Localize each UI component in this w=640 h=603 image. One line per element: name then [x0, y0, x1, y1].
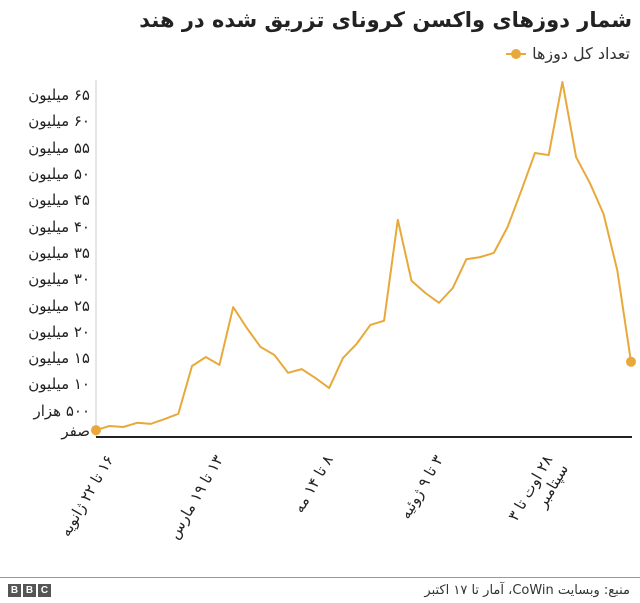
y-tick-label: صفر: [61, 422, 90, 440]
y-tick-label: ۱۵ میلیون: [28, 349, 90, 368]
y-tick-label: ۱۰ میلیون: [28, 375, 90, 394]
y-tick-label: ۳۵ میلیون: [28, 243, 90, 262]
x-tick-label: ۳ تا ۹ ژوئیه: [396, 452, 447, 522]
legend-marker-icon: [506, 49, 527, 59]
x-tick-label-line: ۱۳ تا ۱۹ مارس: [165, 452, 228, 542]
legend: تعداد کل دوزها: [506, 44, 630, 64]
y-tick-label: ۵۵ میلیون: [28, 138, 90, 157]
y-tick-label: ۵۰۰ هزار: [33, 401, 90, 420]
x-tick-label-line: ۱۶ تا ۲۲ ژانویه: [56, 452, 118, 540]
y-tick-label: ۶۵ میلیون: [28, 86, 90, 105]
axis-labels: صفر ۵۰۰ هزار ۱۰ میلیون ۱۵ میلیون ۲۰ میلیون ۲۵…: [28, 86, 573, 542]
y-tick-label: ۴۰ میلیون: [28, 217, 90, 236]
endpoint-marker: [626, 356, 636, 367]
legend-label: تعداد کل دوزها: [532, 44, 630, 63]
y-tick-label: ۳۰ میلیون: [28, 270, 90, 289]
footer-divider: [0, 577, 640, 578]
x-tick-label-line: ۳ تا ۹ ژوئیه: [396, 452, 447, 522]
y-tick-label: ۵۰ میلیون: [28, 165, 90, 183]
x-tick-label: ۲۸ اوت تا ۳ سپتامبر: [505, 452, 573, 533]
chart-title: شمار دوزهای واکسن کرونای تزریق شده در هن…: [139, 8, 632, 32]
x-tick-label: ۱۳ تا ۱۹ مارس: [165, 452, 227, 542]
series-line: [95, 80, 632, 432]
line-chart: [91, 80, 636, 438]
endpoint-marker: [91, 425, 101, 436]
x-tick-label: ۱۶ تا ۲۲ ژانویه: [57, 452, 118, 540]
x-tick-label: ۸ تا ۱۴ مه: [290, 452, 337, 516]
y-tick-label: ۲۰ میلیون: [28, 322, 90, 341]
source-note: منبع: وبسایت CoWin، آمار تا ۱۷ اکتبر: [424, 583, 630, 598]
y-tick-label: ۶۰ میلیون: [28, 112, 90, 131]
x-tick-label-line: ۸ تا ۱۴ مه: [289, 452, 338, 516]
y-tick-label: ۲۵ میلیون: [28, 296, 90, 315]
y-tick-label: ۴۵ میلیون: [28, 191, 90, 210]
